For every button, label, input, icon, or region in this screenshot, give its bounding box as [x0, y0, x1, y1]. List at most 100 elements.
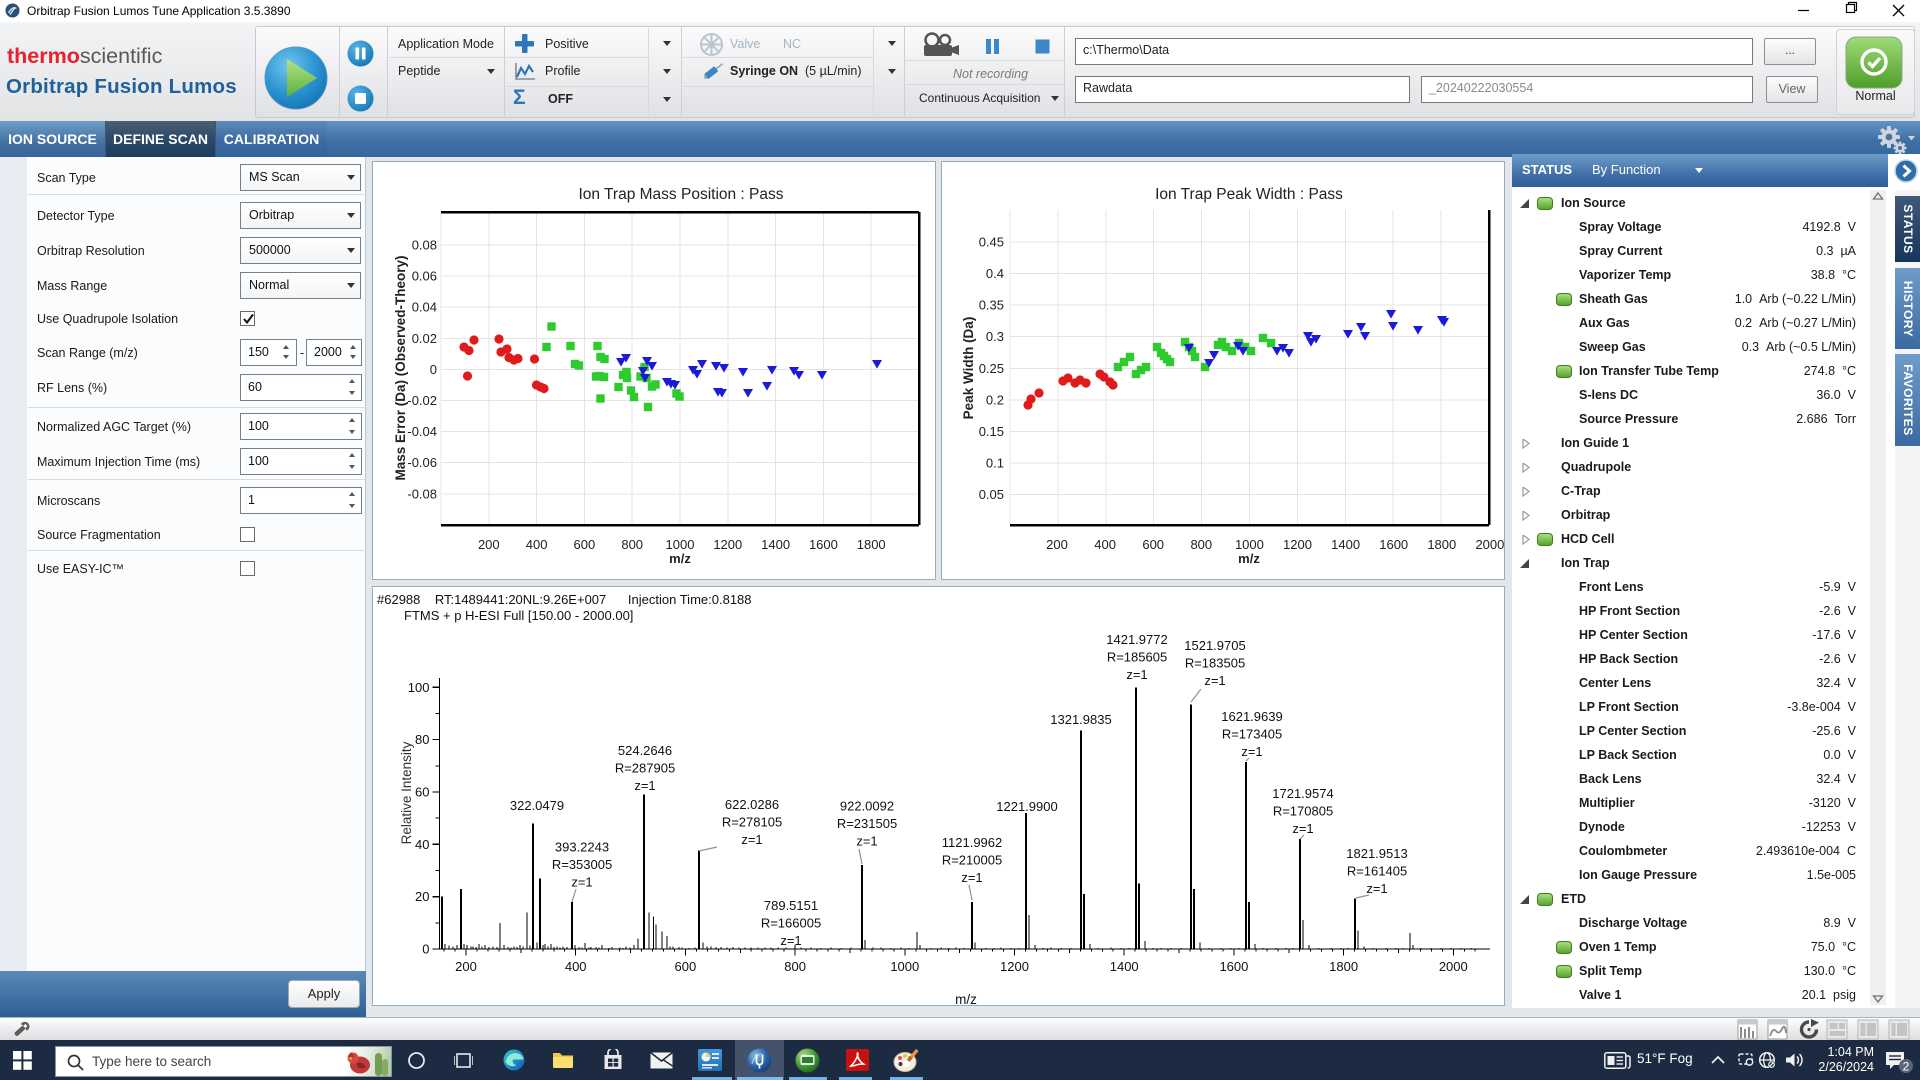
svg-text:R=170805: R=170805 [1273, 804, 1333, 819]
svg-text:Ion Trap Peak Width : Pass: Ion Trap Peak Width : Pass [1155, 186, 1343, 203]
svg-text:1400: 1400 [761, 537, 790, 552]
svg-text:1400: 1400 [1110, 959, 1139, 974]
svg-text:393.2243: 393.2243 [555, 840, 609, 855]
svg-text:80: 80 [415, 732, 429, 747]
svg-text:z=1: z=1 [1366, 881, 1387, 896]
svg-text:FTMS + p H-ESI Full [150.00 -: FTMS + p H-ESI Full [150.00 - 2000.00] [404, 608, 633, 623]
svg-text:1000: 1000 [890, 959, 919, 974]
svg-text:600: 600 [574, 537, 596, 552]
svg-text:1821.9513: 1821.9513 [1346, 846, 1407, 861]
svg-text:2000: 2000 [1439, 959, 1468, 974]
svg-text:1600: 1600 [809, 537, 838, 552]
svg-text:400: 400 [565, 959, 587, 974]
svg-text:1621.9639: 1621.9639 [1221, 709, 1282, 724]
svg-text:1421.9772: 1421.9772 [1106, 632, 1167, 647]
svg-text:0.35: 0.35 [979, 298, 1004, 313]
svg-text:1600: 1600 [1379, 537, 1408, 552]
svg-text:100: 100 [408, 680, 430, 695]
svg-text:600: 600 [675, 959, 697, 974]
svg-text:R=287905: R=287905 [615, 761, 675, 776]
svg-text:Mass Error (Da) (Observed-Theo: Mass Error (Da) (Observed-Theory) [393, 255, 408, 480]
svg-text:0.04: 0.04 [412, 300, 437, 315]
svg-text:200: 200 [455, 959, 477, 974]
svg-text:0.1: 0.1 [986, 456, 1004, 471]
svg-text:0.15: 0.15 [979, 424, 1004, 439]
svg-text:z=1: z=1 [1292, 821, 1313, 836]
svg-text:-0.04: -0.04 [407, 424, 437, 439]
svg-text:z=1: z=1 [571, 875, 592, 890]
svg-text:R=353005: R=353005 [552, 857, 612, 872]
svg-text:R=161405: R=161405 [1347, 864, 1407, 879]
svg-text:Relative Intensity: Relative Intensity [399, 741, 414, 844]
svg-text:0.06: 0.06 [412, 269, 437, 284]
svg-text:0.08: 0.08 [412, 238, 437, 253]
svg-text:400: 400 [526, 537, 548, 552]
svg-text:R=173405: R=173405 [1222, 727, 1282, 742]
svg-text:622.0286: 622.0286 [725, 797, 779, 812]
svg-text:322.0479: 322.0479 [510, 798, 564, 813]
svg-text:1800: 1800 [1427, 537, 1456, 552]
svg-text:z=1: z=1 [780, 933, 801, 948]
svg-text:-0.06: -0.06 [407, 455, 437, 470]
svg-text:1800: 1800 [857, 537, 886, 552]
svg-text:z=1: z=1 [741, 832, 762, 847]
svg-text:2: 2 [1903, 1060, 1910, 1074]
svg-text:0: 0 [422, 942, 429, 957]
svg-text:z=1: z=1 [634, 778, 655, 793]
svg-text:1321.9835: 1321.9835 [1050, 712, 1111, 727]
svg-text:1800: 1800 [1329, 959, 1358, 974]
svg-text:0.02: 0.02 [412, 331, 437, 346]
svg-text:1721.9574: 1721.9574 [1272, 786, 1333, 801]
svg-text:1000: 1000 [666, 537, 695, 552]
svg-text:-0.08: -0.08 [407, 486, 437, 501]
svg-text:0.25: 0.25 [979, 361, 1004, 376]
svg-text:1400: 1400 [1331, 537, 1360, 552]
svg-text:z=1: z=1 [1241, 744, 1262, 759]
svg-text:2000: 2000 [1475, 537, 1504, 552]
svg-text:1200: 1200 [713, 537, 742, 552]
svg-text:0.45: 0.45 [979, 234, 1004, 249]
svg-text:789.5151: 789.5151 [764, 898, 818, 913]
svg-text:z=1: z=1 [856, 834, 877, 849]
svg-text:0.4: 0.4 [986, 266, 1004, 281]
svg-text:Ion Trap Mass Position : Pass: Ion Trap Mass Position : Pass [578, 186, 783, 203]
svg-text:m/z: m/z [1238, 551, 1260, 566]
svg-text:0.3: 0.3 [986, 329, 1004, 344]
svg-text:R=231505: R=231505 [837, 816, 897, 831]
svg-text:20: 20 [415, 889, 429, 904]
svg-text:1121.9962: 1121.9962 [942, 835, 1003, 850]
svg-text:800: 800 [784, 959, 806, 974]
svg-text:0.05: 0.05 [979, 487, 1004, 502]
svg-text:60: 60 [415, 784, 429, 799]
svg-text:#62988 RT:1489441:20NL:9.26: #62988 RT:1489441:20NL:9.26E+007 Injecti… [377, 592, 752, 607]
svg-text:z=1: z=1 [1126, 667, 1147, 682]
svg-text:922.0092: 922.0092 [840, 799, 894, 814]
svg-text:z=1: z=1 [961, 870, 982, 885]
svg-text:0: 0 [430, 362, 437, 377]
svg-text:R=183505: R=183505 [1185, 656, 1245, 671]
svg-text:800: 800 [1190, 537, 1212, 552]
svg-text:1600: 1600 [1219, 959, 1248, 974]
svg-text:524.2646: 524.2646 [618, 743, 672, 758]
svg-text:200: 200 [478, 537, 500, 552]
svg-text:Peak Width (Da): Peak Width (Da) [961, 317, 976, 420]
svg-text:-0.02: -0.02 [407, 393, 437, 408]
svg-text:R=210005: R=210005 [942, 853, 1002, 868]
svg-text:m/z: m/z [955, 992, 977, 1007]
svg-text:R=278105: R=278105 [722, 815, 782, 830]
svg-text:600: 600 [1142, 537, 1164, 552]
svg-text:1521.9705: 1521.9705 [1184, 638, 1245, 653]
svg-text:200: 200 [1046, 537, 1068, 552]
svg-text:1221.9900: 1221.9900 [996, 799, 1057, 814]
svg-text:0.2: 0.2 [986, 392, 1004, 407]
svg-text:800: 800 [621, 537, 643, 552]
svg-text:m/z: m/z [669, 551, 691, 566]
svg-text:1200: 1200 [1283, 537, 1312, 552]
svg-text:z=1: z=1 [1204, 673, 1225, 688]
svg-text:R=185605: R=185605 [1107, 650, 1167, 665]
svg-text:1200: 1200 [1000, 959, 1029, 974]
svg-text:1000: 1000 [1235, 537, 1264, 552]
svg-text:40: 40 [415, 837, 429, 852]
svg-text:400: 400 [1094, 537, 1116, 552]
svg-text:R=166005: R=166005 [761, 916, 821, 931]
